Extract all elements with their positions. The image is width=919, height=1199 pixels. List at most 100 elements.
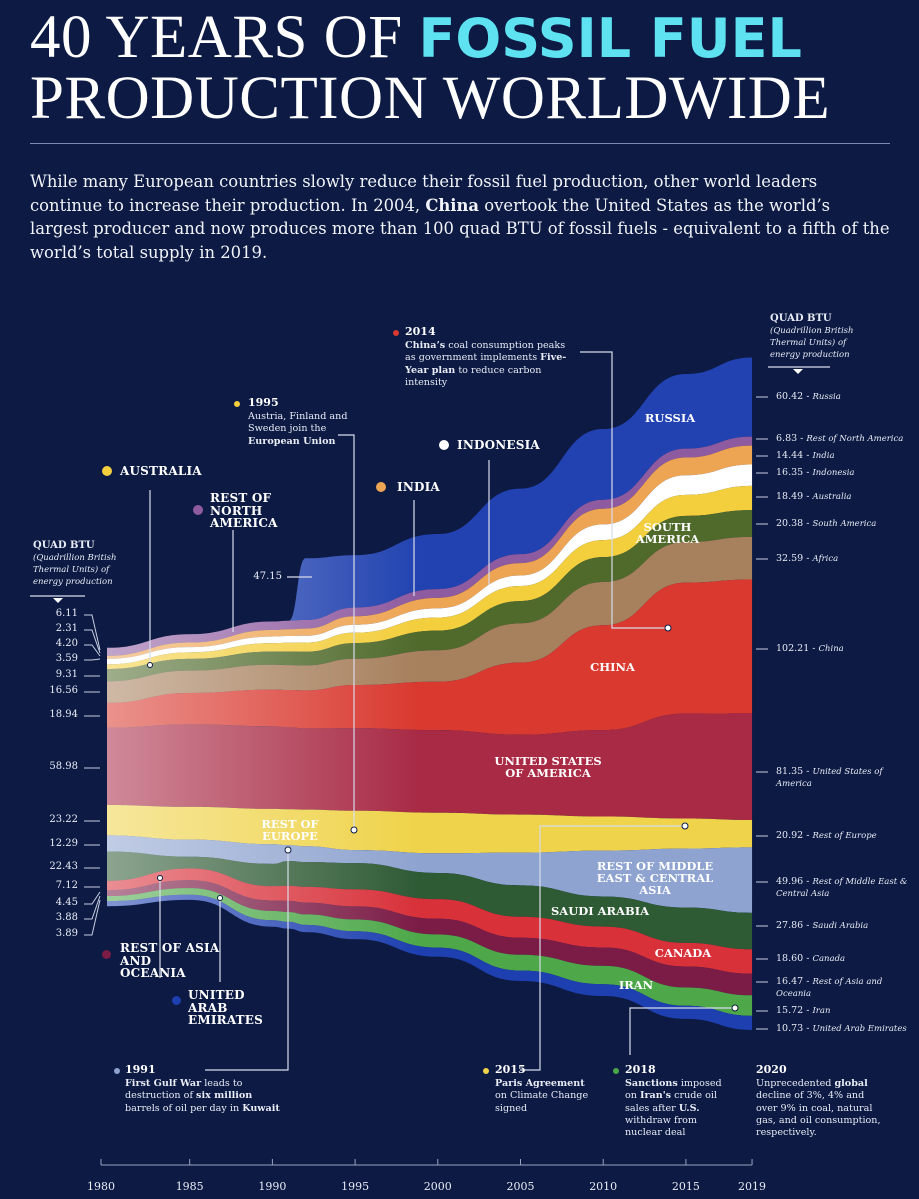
series-name: Canada bbox=[812, 954, 846, 964]
text: imposed on bbox=[625, 1078, 722, 1102]
callout-markers bbox=[53, 369, 803, 1012]
value: 16.47 - bbox=[776, 976, 813, 987]
right-value-label: 102.21 - China bbox=[776, 643, 911, 655]
value: 60.42 - bbox=[776, 391, 813, 402]
russia-1992-value: 47.15 bbox=[253, 571, 282, 582]
event-2014-dot bbox=[393, 330, 399, 336]
left-tick bbox=[84, 891, 101, 905]
series-name: Iran bbox=[812, 1006, 831, 1016]
event-1995: 1995 Austria, Finland and Sweden join the… bbox=[248, 396, 348, 448]
right-value-label: 10.73 - United Arab Emirates bbox=[776, 1023, 911, 1035]
x-tick-label: 1980 bbox=[87, 1180, 115, 1193]
bold-text: Iran's bbox=[640, 1090, 672, 1102]
x-tick-label: 2019 bbox=[738, 1180, 767, 1193]
right-value-label: 32.59 - Africa bbox=[776, 553, 911, 565]
left-value-label: 23.22 bbox=[49, 814, 78, 825]
left-value-label: 4.45 bbox=[55, 897, 78, 908]
bold-text: China’s bbox=[405, 340, 446, 352]
australia-dot bbox=[102, 466, 112, 476]
right-unit-header: QUAD BTU (Quadrillion British Thermal Un… bbox=[770, 313, 860, 361]
text: crude oil sales after bbox=[625, 1090, 718, 1114]
label-south-america: SOUTH AMERICA bbox=[635, 520, 700, 546]
value: 102.21 - bbox=[776, 643, 819, 654]
left-value-label: 2.31 bbox=[55, 623, 78, 634]
series-name: United States of America bbox=[776, 767, 883, 789]
left-value-label: 18.94 bbox=[49, 709, 78, 720]
bold-text: Kuwait bbox=[242, 1102, 280, 1114]
title-part1: 40 YEARS OF bbox=[30, 4, 419, 71]
left-value-label: 6.11 bbox=[55, 608, 78, 619]
right-value-label: 60.42 - Russia bbox=[776, 391, 911, 403]
value: 32.59 - bbox=[776, 553, 813, 564]
bold-text: six million bbox=[196, 1090, 253, 1102]
rest-na-dot bbox=[193, 505, 203, 515]
bold-text: global bbox=[834, 1078, 868, 1090]
series-name: China bbox=[818, 644, 844, 654]
text: While many European countries slowly red… bbox=[30, 172, 818, 215]
x-tick-label: 1990 bbox=[258, 1180, 287, 1193]
left-value-label: 58.98 bbox=[49, 761, 78, 772]
left-tick bbox=[84, 644, 101, 657]
right-value-label: 20.38 - South America bbox=[776, 518, 911, 530]
text: to reduce carbon intensity bbox=[405, 364, 542, 388]
value: 27.86 - bbox=[776, 920, 813, 931]
left-value-label: 3.89 bbox=[55, 928, 78, 939]
x-tick-label: 1995 bbox=[341, 1180, 370, 1193]
value: 20.38 - bbox=[776, 518, 813, 529]
event-2014: 2014 China’s coal consumption peaks as go… bbox=[405, 325, 575, 389]
event-1995-dot bbox=[234, 401, 240, 407]
left-value-label: 16.56 bbox=[49, 685, 78, 696]
event-2018-dot bbox=[613, 1068, 619, 1074]
bold-text: Five-Year plan bbox=[405, 352, 567, 376]
intro-paragraph: While many European countries slowly red… bbox=[30, 170, 890, 264]
left-value-label: 3.88 bbox=[55, 912, 78, 923]
left-value-label: 7.12 bbox=[55, 880, 78, 891]
event-year: 2015 bbox=[495, 1063, 526, 1076]
uae-dot bbox=[172, 996, 181, 1005]
callout-uae: UNITED ARAB EMIRATES bbox=[188, 988, 264, 1027]
bold-text: China bbox=[425, 195, 480, 215]
title-highlight: FOSSIL FUEL bbox=[418, 7, 802, 70]
series-name: Rest of North America bbox=[806, 434, 904, 444]
right-tick-marks bbox=[756, 396, 768, 1030]
callout-indonesia: INDONESIA bbox=[457, 438, 540, 452]
label-canada: CANADA bbox=[654, 946, 712, 960]
unit-subtitle: (Quadrillion British Thermal Units) of e… bbox=[33, 553, 117, 587]
value: 6.83 - bbox=[776, 433, 807, 444]
label-iran: IRAN bbox=[618, 978, 654, 992]
indonesia-dot bbox=[439, 440, 449, 450]
value: 16.35 - bbox=[776, 467, 813, 478]
event-1991-dot bbox=[114, 1068, 120, 1074]
label-china: CHINA bbox=[590, 660, 635, 674]
value: 10.73 - bbox=[776, 1023, 813, 1034]
bold-text: Sanctions bbox=[625, 1078, 678, 1090]
event-year: 2014 bbox=[405, 325, 436, 338]
title-divider bbox=[30, 143, 890, 144]
label-usa: UNITED STATES OF AMERICA bbox=[494, 754, 602, 780]
right-value-label: 18.60 - Canada bbox=[776, 953, 911, 965]
series-name: Rest of Europe bbox=[812, 831, 877, 841]
right-value-label: 20.92 - Rest of Europe bbox=[776, 830, 911, 842]
value: 18.60 - bbox=[776, 953, 813, 964]
callout-lines bbox=[30, 351, 830, 1071]
bold-text: Paris Agreement bbox=[495, 1078, 585, 1090]
bold-text: First Gulf War bbox=[125, 1078, 202, 1090]
left-tick bbox=[84, 614, 101, 651]
callout-rest-of-north-america: REST OF NORTH AMERICA bbox=[210, 491, 278, 530]
label-rest-middle-east: REST OF MIDDLE EAST & CENTRAL ASIA bbox=[596, 859, 714, 897]
series-name: Rest of Asia and Oceania bbox=[776, 977, 883, 999]
text: Austria, Finland and Sweden join the bbox=[248, 411, 348, 435]
unit-title: QUAD BTU bbox=[33, 540, 95, 551]
right-value-label: 49.96 - Rest of Middle East & Central As… bbox=[776, 876, 911, 900]
event-year: 2018 bbox=[625, 1063, 656, 1076]
text: barrels of oil per day in bbox=[125, 1102, 243, 1114]
right-value-label: 6.83 - Rest of North America bbox=[776, 433, 911, 445]
fade-overlay bbox=[107, 357, 753, 1030]
text: leads to destruction of bbox=[125, 1078, 243, 1102]
rest-asia-dot bbox=[102, 950, 111, 959]
series-name: Indonesia bbox=[812, 468, 855, 478]
x-tick-label: 1985 bbox=[175, 1180, 204, 1193]
title-line2: PRODUCTION WORLDWIDE bbox=[30, 65, 831, 132]
value: 49.96 - bbox=[776, 876, 813, 887]
callout-india: INDIA bbox=[397, 480, 440, 494]
